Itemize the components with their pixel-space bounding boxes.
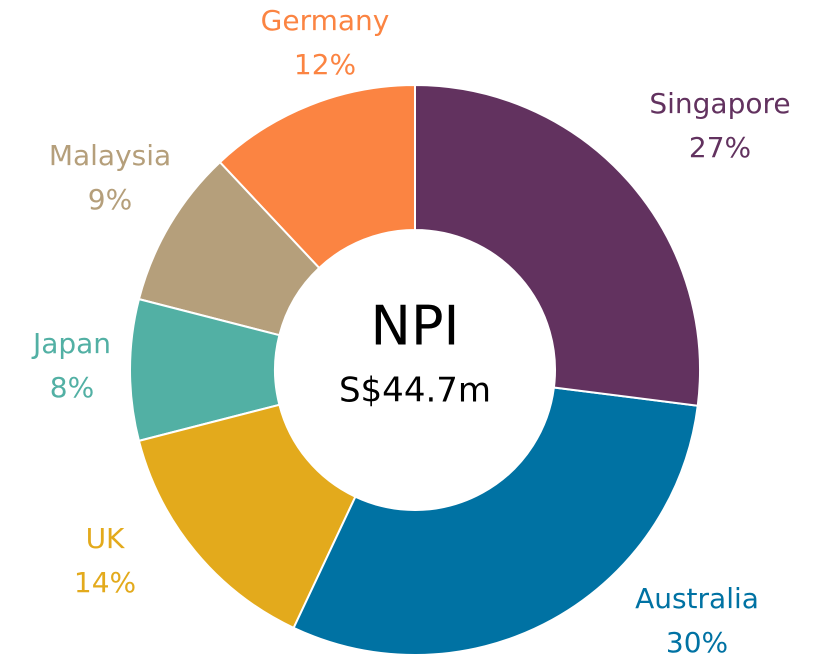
category-label: Australia <box>635 582 759 615</box>
category-label: Singapore <box>649 87 790 120</box>
value-label: 27% <box>689 131 751 164</box>
category-label: Malaysia <box>49 139 171 172</box>
value-label: 9% <box>88 183 132 216</box>
donut-segment <box>218 83 416 270</box>
center-subtitle: S$44.7m <box>339 371 491 411</box>
value-label: 30% <box>666 626 728 659</box>
category-label: Japan <box>31 327 111 360</box>
value-label: 12% <box>294 48 356 81</box>
value-label: 8% <box>50 371 94 404</box>
donut-segment <box>129 297 281 443</box>
center-title: NPI <box>371 295 460 358</box>
donut-segment <box>414 83 701 407</box>
donut-segment <box>137 160 321 337</box>
donut-segment <box>292 386 699 656</box>
category-label: UK <box>86 522 125 555</box>
donut-segment <box>137 403 357 630</box>
value-label: 14% <box>74 566 136 599</box>
category-label: Germany <box>261 4 390 37</box>
